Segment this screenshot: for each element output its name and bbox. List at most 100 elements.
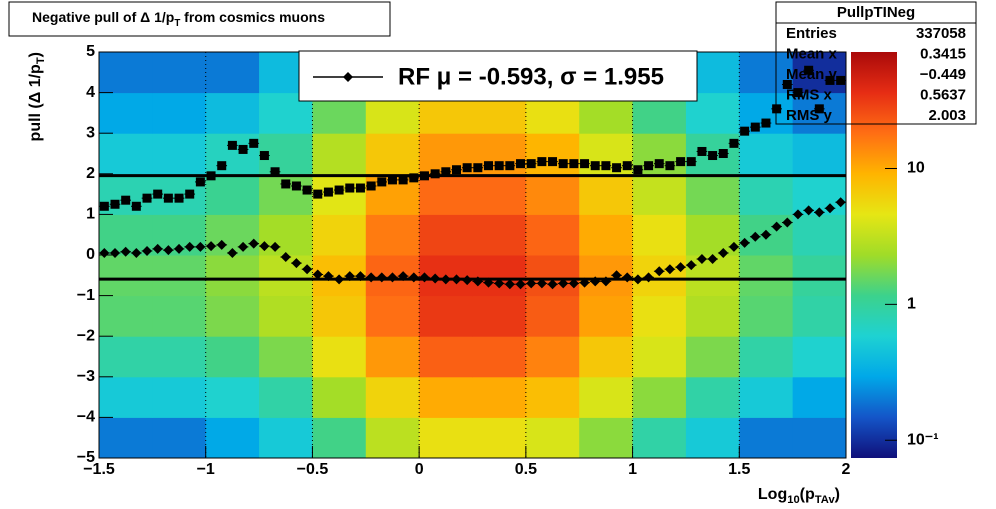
mean-point (750, 231, 761, 242)
mean-point (483, 277, 494, 288)
sigma-point (387, 175, 397, 185)
mean-point (654, 266, 665, 277)
mean-point (696, 254, 707, 265)
mean-point (686, 260, 697, 271)
mean-point (398, 271, 409, 282)
mean-point (643, 272, 654, 283)
mean-point (270, 241, 281, 252)
sigma-point (334, 185, 344, 195)
heat-cell (312, 336, 367, 378)
sigma-point (313, 189, 323, 199)
mean-point (494, 278, 505, 289)
heat-cell (259, 417, 313, 458)
sigma-point (366, 181, 376, 191)
mean-point (440, 274, 451, 285)
x-tick-label: −1.5 (83, 461, 115, 478)
heat-cell (792, 336, 846, 378)
mean-point (302, 264, 313, 275)
heat-cell (205, 417, 260, 458)
heat-cell (259, 214, 313, 256)
y-tick-label: 1 (86, 206, 95, 223)
mean-point (131, 247, 142, 258)
mean-point (142, 245, 153, 256)
text-part: Log (758, 486, 787, 503)
heat-cell (152, 52, 207, 94)
sigma-point (281, 179, 291, 189)
y-tick-label: 2 (86, 165, 95, 182)
sigma-point (590, 161, 600, 171)
mean-point (739, 237, 750, 248)
heat-cell (792, 417, 846, 458)
stats-value: 0.3415 (920, 45, 966, 62)
sigma-point (580, 159, 590, 169)
sigma-point (505, 161, 515, 171)
sigma-point (526, 159, 536, 169)
heat-cell (205, 255, 260, 297)
stats-value: 337058 (916, 25, 966, 42)
heat-cell (259, 376, 313, 418)
heat-cell (99, 133, 153, 175)
mean-point (675, 262, 686, 273)
sigma-point (494, 161, 504, 171)
text-part: ) (27, 52, 44, 57)
mean-point (760, 229, 771, 240)
mean-point (718, 247, 729, 258)
heat-cell (739, 336, 794, 378)
y-axis-label: pull (Δ 1/pT) (27, 52, 47, 141)
heat-cell (739, 376, 794, 418)
heat-cell (152, 417, 207, 458)
y-tick-label: 5 (86, 43, 95, 60)
sigma-point (291, 181, 301, 191)
heat-cell (792, 295, 846, 337)
sigma-point (686, 157, 696, 167)
heat-cell (632, 214, 687, 256)
heat-cell (685, 295, 740, 337)
sigma-point (644, 161, 654, 171)
heat-cell (152, 295, 207, 337)
mean-point (387, 272, 398, 283)
mean-point (803, 205, 814, 216)
heat-cell (525, 173, 580, 215)
heat-cell (365, 295, 420, 337)
sigma-point (718, 149, 728, 158)
mean-point (174, 243, 185, 254)
sigma-point (195, 177, 205, 187)
text-part: from cosmics muons (180, 9, 325, 25)
heat-cell (205, 52, 260, 94)
heat-cell (99, 52, 153, 94)
heat-cell (525, 255, 580, 297)
mean-point (430, 273, 441, 284)
mean-point (579, 277, 590, 288)
mean-point (622, 272, 633, 283)
heat-cell (365, 214, 420, 256)
sigma-point (537, 157, 547, 167)
mean-point (323, 271, 334, 282)
z-tick-label: 10 (907, 160, 925, 177)
heat-cell (685, 336, 740, 378)
x-tick-label: −1 (197, 461, 215, 478)
mean-point (419, 272, 430, 283)
heat-cell (632, 417, 687, 458)
sigma-point (451, 165, 461, 175)
heat-cell (419, 336, 473, 378)
heat-cell (365, 336, 420, 378)
y-tick-label: −4 (77, 409, 95, 426)
mean-point (462, 275, 473, 286)
sigma-point (131, 201, 141, 211)
heat-cell (99, 92, 153, 134)
text-part: pull (Δ 1/p (27, 64, 44, 142)
heat-cell (152, 336, 207, 378)
heat-cell (792, 133, 846, 175)
sigma-point (836, 75, 846, 85)
mean-point (163, 245, 174, 256)
sigma-point (814, 104, 824, 114)
heat-cell (259, 295, 313, 337)
heat-cell (739, 173, 794, 215)
mean-point (312, 269, 323, 280)
heat-cell (419, 214, 473, 256)
heat-cell (365, 417, 420, 458)
sigma-point (665, 161, 675, 171)
x-tick-label: 2 (842, 461, 851, 478)
heat-cell (99, 417, 153, 458)
